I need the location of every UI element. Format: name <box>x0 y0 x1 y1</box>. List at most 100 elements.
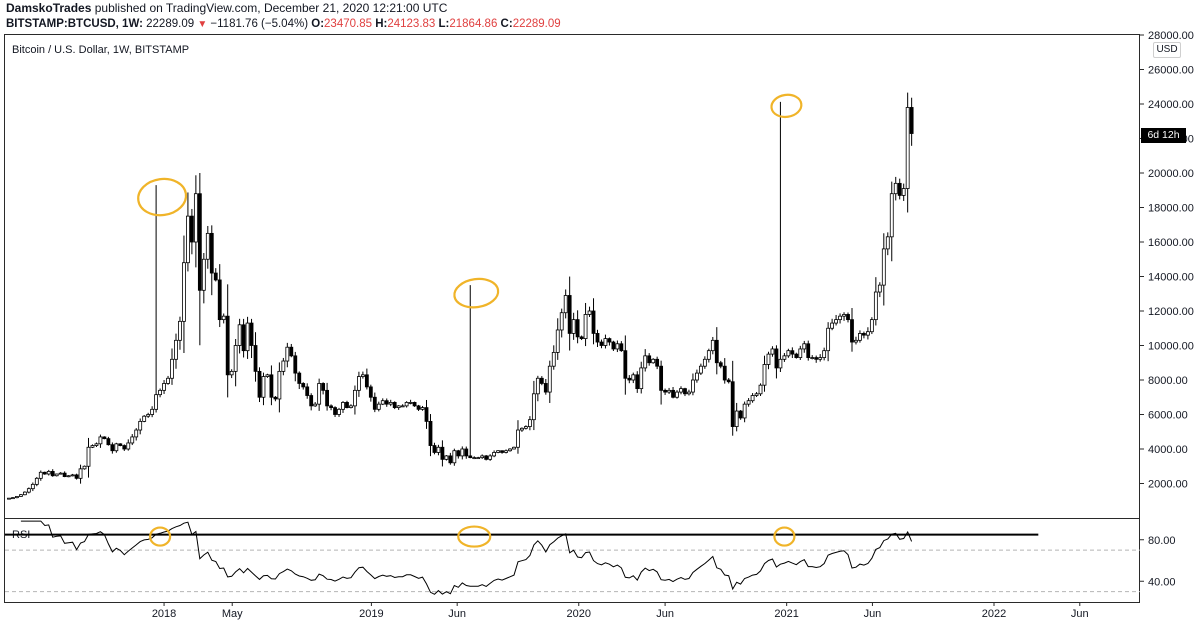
down-arrow-icon: ▼ <box>197 19 208 30</box>
candle-up <box>349 405 353 409</box>
candle-up <box>420 407 425 410</box>
candle-up <box>488 455 493 460</box>
candle-up <box>229 370 234 376</box>
candle-up <box>178 320 182 341</box>
candle-down <box>659 365 664 391</box>
candle-down <box>440 446 445 460</box>
candle-up <box>19 494 23 497</box>
candle-up <box>98 436 103 445</box>
candle-down <box>738 410 743 419</box>
candle-down <box>814 357 819 360</box>
symbol-text: BITSTAMP:BTCUSD, 1W <box>6 18 140 30</box>
candle-down <box>611 341 616 350</box>
candle-down <box>102 436 107 440</box>
candle-up <box>158 389 162 396</box>
rsi-line <box>20 520 913 595</box>
candle-down <box>539 377 544 384</box>
candle-up <box>802 343 807 350</box>
candle-up <box>778 358 783 369</box>
candle-up <box>54 473 59 477</box>
candle-down <box>213 272 218 281</box>
candle-up <box>193 193 198 243</box>
author-name[interactable]: DamskoTrades <box>6 1 92 15</box>
candle-up <box>70 474 75 477</box>
candle-up <box>810 357 815 359</box>
candle-up <box>695 372 699 381</box>
price-tick-label: 2000.00 <box>1148 479 1188 491</box>
candle-up <box>182 262 186 322</box>
candle-down <box>909 107 914 134</box>
candle-down <box>464 448 469 457</box>
candle-down <box>428 420 433 446</box>
currency-button[interactable]: USD <box>1153 42 1181 58</box>
candle-up <box>380 400 385 405</box>
price-tick-label: 8000.00 <box>1148 375 1188 387</box>
candle-down <box>424 407 429 422</box>
candle-down <box>448 455 453 464</box>
candle-down <box>726 379 731 383</box>
candle-down <box>671 389 675 398</box>
rsi-peak-highlight-circle <box>457 525 492 548</box>
candle-up <box>639 367 644 390</box>
candle-up <box>452 450 457 464</box>
candle-up <box>58 472 63 475</box>
candle-up <box>691 379 695 393</box>
price-tick-label: 4000.00 <box>1148 444 1188 456</box>
candle-up <box>750 395 755 402</box>
candle-up <box>388 402 393 405</box>
candle-down <box>794 353 799 358</box>
candle-up <box>818 357 823 360</box>
candle-down <box>189 215 194 243</box>
candle-down <box>209 232 214 274</box>
candle-up <box>873 291 878 321</box>
candle-up <box>404 402 409 407</box>
candle-up <box>858 333 862 341</box>
candle-up <box>46 471 51 475</box>
candle-down <box>730 381 735 427</box>
candle-up <box>7 497 11 500</box>
time-tick-label: Jun <box>1071 608 1089 620</box>
candle-up <box>651 358 656 364</box>
candle-up <box>245 322 250 352</box>
price-tick-label: 18000.00 <box>1148 203 1194 215</box>
rsi-peak-highlight-circle <box>149 526 172 547</box>
close-value: 22289.09 <box>512 18 561 30</box>
axes-group: 2000.00 4000.00 6000.00 8000.00 10000.00 1200… <box>5 30 1194 620</box>
candle-down <box>484 455 489 460</box>
candle-down <box>321 383 326 391</box>
candle-up <box>313 403 318 407</box>
candle-up <box>138 420 143 431</box>
candle-up <box>30 483 35 490</box>
candle-up <box>15 496 19 499</box>
candle-down <box>607 338 612 343</box>
candle-down <box>241 324 246 352</box>
candle-up <box>587 310 592 315</box>
candle-up <box>822 350 827 358</box>
candle-down <box>575 319 580 338</box>
candle-down <box>364 374 369 388</box>
candle-up <box>889 193 894 238</box>
candle-down <box>333 407 337 415</box>
candle-down <box>774 348 779 369</box>
rsi-tick-label: 40.00 <box>1148 576 1176 588</box>
candle-up <box>174 339 178 360</box>
candle-up <box>114 443 119 452</box>
price-tick-label: 20000.00 <box>1148 168 1194 180</box>
candle-down <box>432 445 437 453</box>
candle-up <box>555 329 560 353</box>
candle-up <box>34 477 39 485</box>
candle-down <box>543 383 548 393</box>
candle-up <box>754 393 759 396</box>
candle-up <box>82 465 87 470</box>
candle-up <box>516 429 520 448</box>
candle-up <box>221 315 226 321</box>
candle-down <box>567 295 572 334</box>
candle-up <box>877 284 882 293</box>
candle-up <box>527 419 532 427</box>
high-value: 24123.83 <box>387 18 436 30</box>
candle-up <box>146 414 151 417</box>
candle-up <box>746 400 751 405</box>
price-peak-highlight-circle <box>770 93 803 119</box>
candle-up <box>687 391 691 395</box>
